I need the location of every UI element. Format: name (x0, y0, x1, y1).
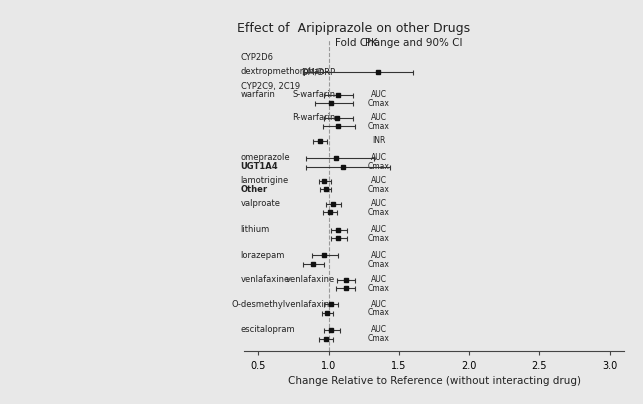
Text: AUC: AUC (371, 300, 387, 309)
Text: AUC: AUC (371, 177, 387, 185)
Text: lamotrigine: lamotrigine (240, 177, 289, 185)
Text: DM/DRP: DM/DRP (302, 67, 336, 76)
Text: Fold Change and 90% CI: Fold Change and 90% CI (335, 38, 463, 48)
Text: venlafaxine: venlafaxine (286, 275, 336, 284)
Text: AUC: AUC (371, 326, 387, 335)
Text: R-warfarin: R-warfarin (292, 113, 336, 122)
Text: AUC: AUC (371, 90, 387, 99)
Text: omeprazole: omeprazole (240, 154, 290, 162)
Text: venlafaxine: venlafaxine (240, 275, 290, 284)
Text: dextropmethorphan: dextropmethorphan (240, 67, 325, 76)
Text: Effect of  Aripiprazole on other Drugs: Effect of Aripiprazole on other Drugs (237, 22, 470, 35)
Text: S-warfarin: S-warfarin (293, 90, 336, 99)
Text: Cmax: Cmax (368, 208, 390, 217)
Text: warfarin: warfarin (240, 90, 275, 99)
Text: Cmax: Cmax (368, 162, 390, 171)
Text: UGT1A4: UGT1A4 (240, 162, 278, 171)
Text: Cmax: Cmax (368, 234, 390, 243)
Text: CYP2C9, 2C19: CYP2C9, 2C19 (240, 82, 300, 91)
Text: AUC: AUC (371, 113, 387, 122)
Text: Cmax: Cmax (368, 334, 390, 343)
Text: PK: PK (365, 38, 377, 48)
Text: INR: INR (372, 136, 386, 145)
X-axis label: Change Relative to Reference (without interacting drug): Change Relative to Reference (without in… (287, 376, 581, 386)
Text: Cmax: Cmax (368, 99, 390, 108)
Text: Cmax: Cmax (368, 284, 390, 293)
Text: AUC: AUC (371, 275, 387, 284)
Text: valproate: valproate (240, 199, 280, 208)
Text: AUC: AUC (371, 199, 387, 208)
Text: AUC: AUC (371, 225, 387, 234)
Text: O-desmethylvenlafaxine: O-desmethylvenlafaxine (232, 300, 336, 309)
Text: lorazepam: lorazepam (240, 251, 285, 260)
Text: AUC: AUC (371, 154, 387, 162)
Text: Cmax: Cmax (368, 259, 390, 269)
Text: lithium: lithium (240, 225, 270, 234)
Text: Cmax: Cmax (368, 185, 390, 194)
Text: Other: Other (240, 185, 267, 194)
Text: CYP2D6: CYP2D6 (240, 53, 273, 62)
Text: Cmax: Cmax (368, 122, 390, 131)
Text: Cmax: Cmax (368, 308, 390, 317)
Text: escitalopram: escitalopram (240, 326, 295, 335)
Text: AUC: AUC (371, 251, 387, 260)
